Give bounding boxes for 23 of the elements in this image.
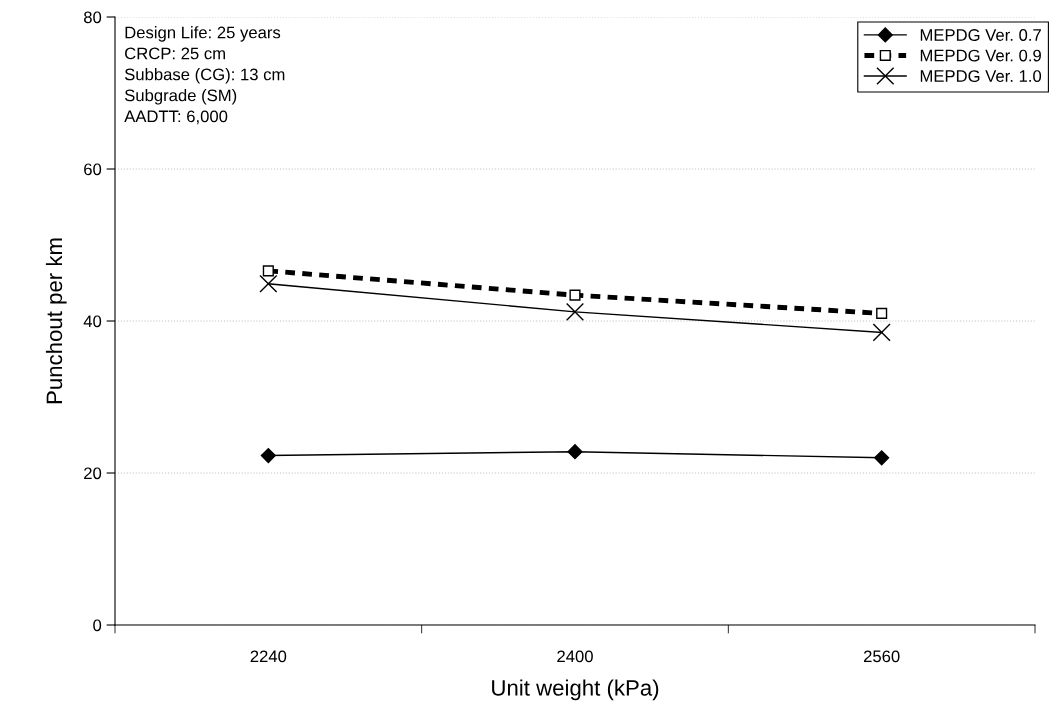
legend-label: MEPDG Ver. 1.0 <box>920 70 1042 82</box>
y-tick-label: 0 <box>93 619 102 632</box>
y-tick-label: 60 <box>84 163 102 176</box>
x-axis-title: Unit weight (kPa) <box>492 679 659 701</box>
point <box>872 323 891 342</box>
y-tick-label: 40 <box>83 315 102 328</box>
point <box>565 302 585 321</box>
point <box>262 265 274 277</box>
point <box>569 289 581 301</box>
legend-label: MEPDG Ver. 0.9 <box>920 49 1041 62</box>
x-tick-label: 2560 <box>863 650 900 663</box>
annotation: Design Life: 25 years CRCP: 25 cm Subbase (CG): 13 cm Subgrade (SM) AADTT: 6,000 <box>124 26 285 125</box>
x-tick-label: 2240 <box>250 650 287 663</box>
point <box>260 447 276 464</box>
y-tick-label: 20 <box>84 467 102 480</box>
legend-label: MEPDG Ver. 0.7 <box>920 29 1041 41</box>
y-axis-title: Punchout per km <box>45 238 67 404</box>
point <box>876 307 888 319</box>
x-tick-label: 2400 <box>557 650 593 663</box>
y-tick-label: 80 <box>83 11 102 24</box>
point <box>874 450 890 466</box>
point <box>567 444 583 460</box>
point <box>259 274 278 293</box>
